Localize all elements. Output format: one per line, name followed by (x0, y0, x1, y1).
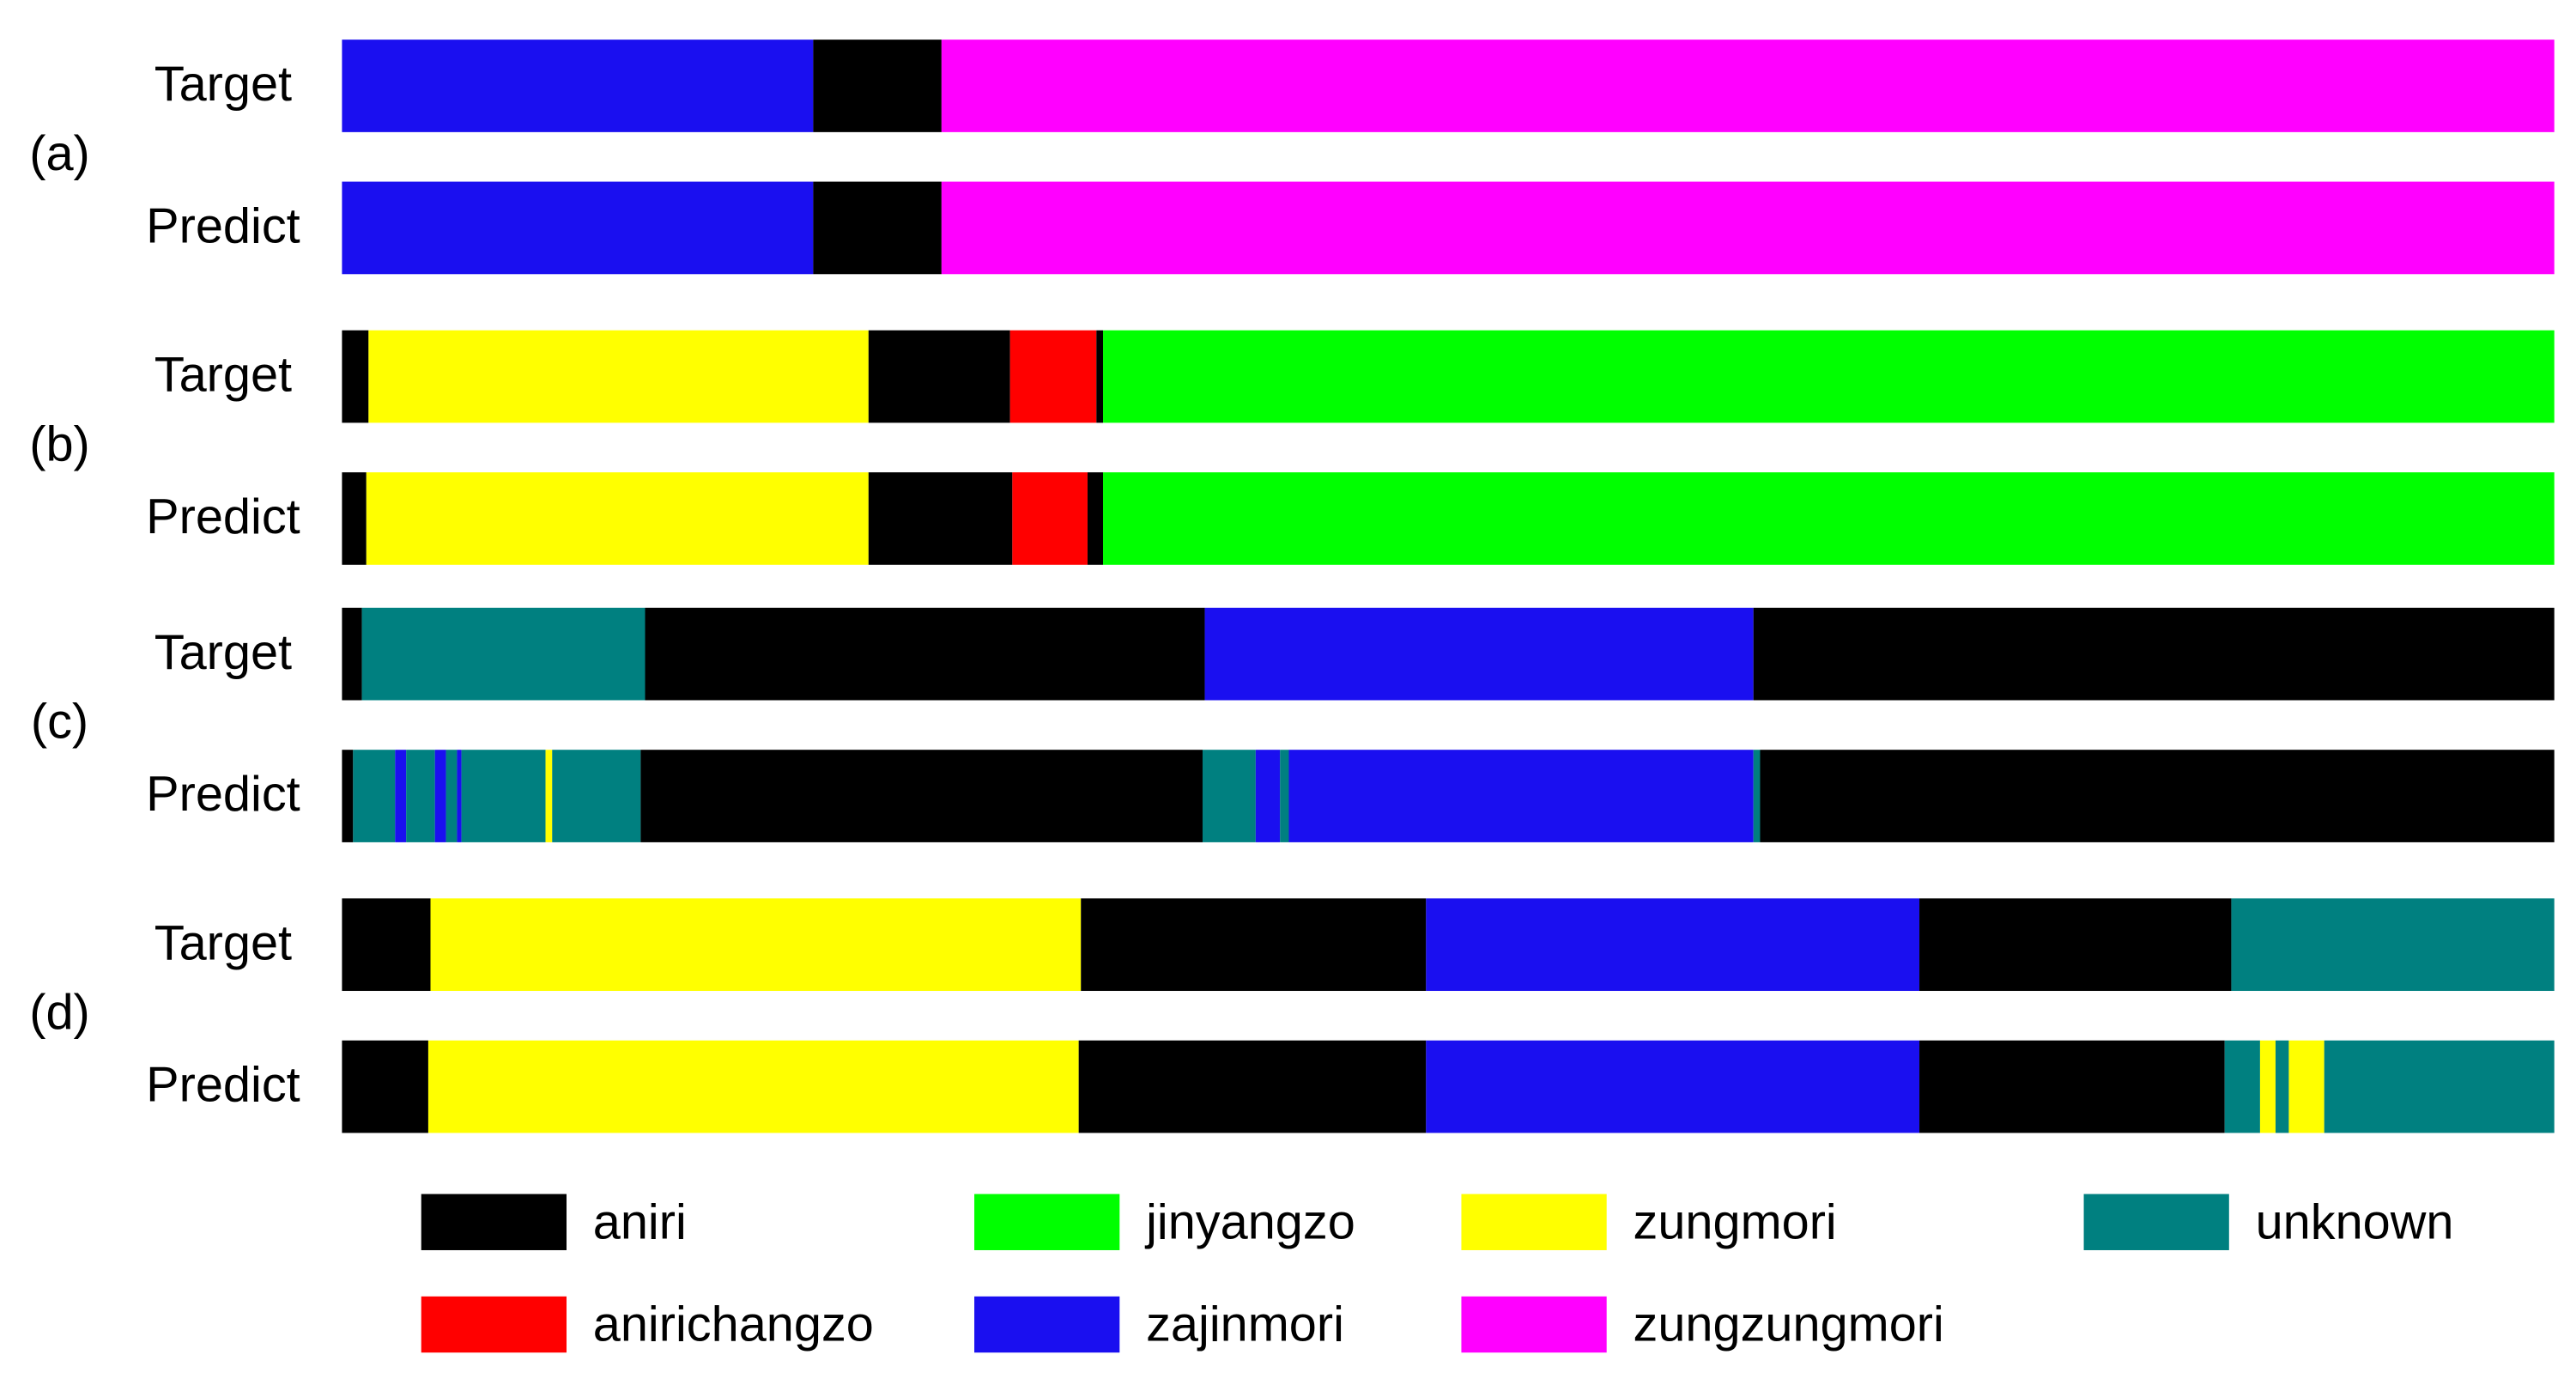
segment (342, 750, 354, 842)
segment (1760, 750, 2555, 842)
segment (1280, 750, 1289, 842)
segment (645, 607, 1205, 701)
segment (941, 181, 2555, 275)
segment (430, 898, 1082, 992)
segment (1426, 1040, 1920, 1133)
segment (1103, 330, 2555, 423)
segment (342, 898, 431, 992)
segment (545, 750, 553, 842)
segment (1009, 330, 1097, 423)
segment (552, 750, 641, 842)
segment (1103, 472, 2555, 565)
segment (2231, 898, 2555, 992)
group-label: (b) (29, 416, 90, 471)
group-label: (c) (31, 695, 88, 750)
segment (813, 39, 942, 132)
segment (1087, 472, 1104, 565)
row-label: Target (155, 348, 292, 403)
segment (342, 472, 367, 565)
row-label: Predict (146, 489, 300, 544)
segment (434, 750, 446, 842)
legend-swatch (1461, 1296, 1607, 1353)
segment (1204, 607, 1754, 701)
segment (1753, 607, 2555, 701)
segment (361, 607, 646, 701)
segment (445, 750, 458, 842)
segment (427, 1040, 1079, 1133)
row-label: Predict (146, 199, 300, 254)
segment (2275, 1040, 2289, 1133)
legend-swatch (421, 1296, 567, 1353)
segment (342, 607, 362, 701)
segment (1202, 750, 1256, 842)
legend-label: jinyangzo (1144, 1194, 1355, 1249)
legend-label: zungzungmori (1633, 1297, 1943, 1352)
legend-swatch (974, 1296, 1120, 1353)
group-label: (a) (29, 126, 90, 181)
row-label: Predict (146, 1058, 300, 1113)
row-label: Target (155, 625, 292, 680)
legend-swatch (421, 1194, 567, 1250)
legend-label: zajinmori (1146, 1297, 1344, 1352)
segment (1078, 1040, 1427, 1133)
legend-label: zungmori (1633, 1194, 1836, 1249)
segment (461, 750, 546, 842)
segment (1919, 1040, 2225, 1133)
segment (1919, 898, 2232, 992)
row-label: Predict (146, 767, 300, 822)
segment (406, 750, 435, 842)
segment (1081, 898, 1427, 992)
segment (342, 1040, 428, 1133)
segment (366, 472, 869, 565)
legend-swatch (974, 1194, 1120, 1250)
segment (2224, 1040, 2260, 1133)
segment (1096, 330, 1104, 423)
segment (2288, 1040, 2324, 1133)
segment (1255, 750, 1281, 842)
legend-label: anirichangzo (593, 1297, 874, 1352)
segment (1426, 898, 1920, 992)
segment (868, 472, 1013, 565)
legend-swatch (2083, 1194, 2229, 1250)
segment (868, 330, 1010, 423)
segment (395, 750, 407, 842)
segment (457, 750, 462, 842)
segment (941, 39, 2555, 132)
row-label: Target (155, 57, 292, 112)
legend-label: aniri (593, 1194, 687, 1249)
segment (342, 330, 369, 423)
row-label: Target (155, 915, 292, 970)
segment (2259, 1040, 2276, 1133)
segment (342, 39, 814, 132)
segment (368, 330, 869, 423)
segment (1012, 472, 1088, 565)
segment (1753, 750, 1761, 842)
segment (342, 181, 814, 275)
legend-swatch (1461, 1194, 1607, 1250)
segment (2324, 1040, 2555, 1133)
segment (640, 750, 1203, 842)
segment (813, 181, 942, 275)
segment (1288, 750, 1754, 842)
legend-label: unknown (2256, 1194, 2454, 1249)
group-label: (d) (29, 985, 90, 1040)
segment (353, 750, 396, 842)
